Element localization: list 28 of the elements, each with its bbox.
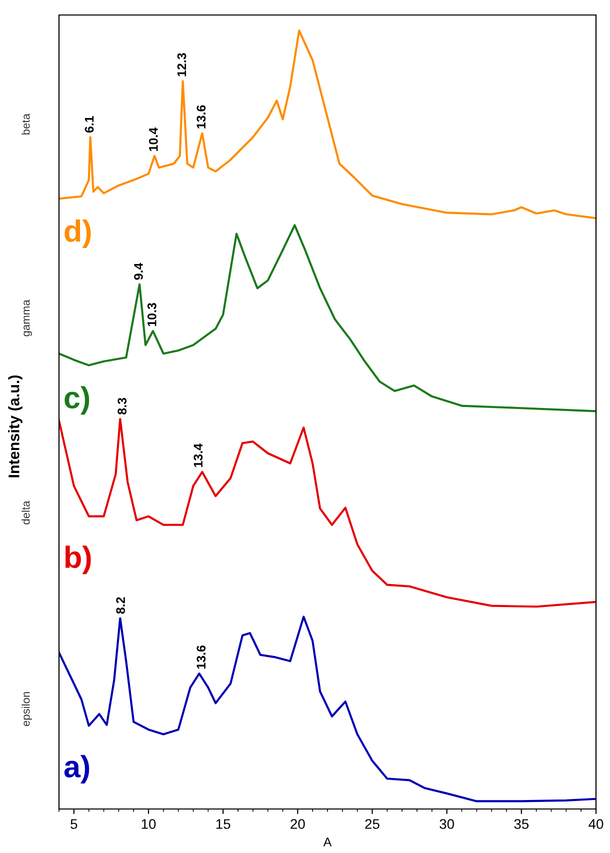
text: epsilon [22,692,32,726]
series-label: b) [65,546,91,574]
x-tick-label: 40 [588,819,604,829]
annotation: 13.6 [196,105,206,128]
annotation: 9.4 [134,262,143,280]
x-tick-label: 20 [290,819,305,829]
annotation: 13.6 [196,646,206,669]
text: delta [22,500,30,524]
annotation: 13.4 [194,444,203,467]
x-axis-title: A [323,838,332,846]
annotation: 8.2 [116,597,126,614]
x-tick-label: 5 [70,819,78,829]
x-tick-label: 25 [365,819,380,829]
x-tick-label: 10 [142,819,156,829]
annotation: 12.3 [177,53,186,76]
x-tick-label: 15 [216,819,230,829]
series-label: d) [64,219,91,248]
annotation: 10.3 [147,303,156,326]
annotation: 6.1 [84,116,94,133]
series-label: c) [64,386,90,415]
annotation: 10.4 [148,127,158,151]
x-tick-label: 35 [514,819,529,829]
series-label: a) [64,755,90,784]
text: gamma [24,300,32,336]
text: beta [22,114,30,134]
y-axis-title: Intensity (a.u.) [8,375,22,478]
x-tick-label: 30 [440,819,454,829]
annotation: 8.3 [118,398,127,414]
